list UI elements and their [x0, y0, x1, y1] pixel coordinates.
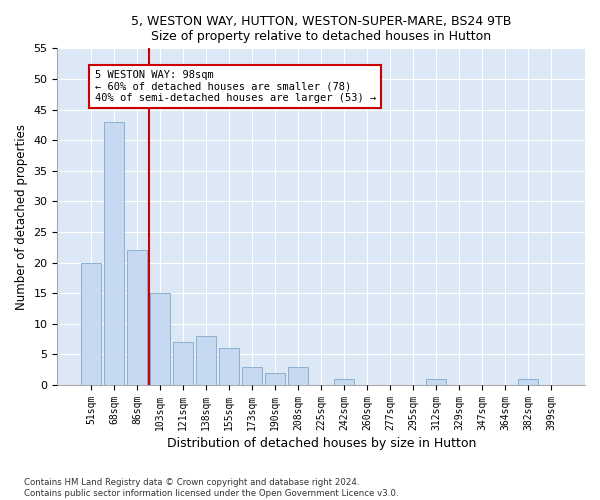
Bar	[82, 262, 101, 385]
Bar	[104, 122, 124, 385]
Text: Contains HM Land Registry data © Crown copyright and database right 2024.
Contai: Contains HM Land Registry data © Crown c…	[24, 478, 398, 498]
Y-axis label: Number of detached properties: Number of detached properties	[15, 124, 28, 310]
Bar	[242, 366, 262, 385]
Bar	[334, 379, 354, 385]
Text: 5 WESTON WAY: 98sqm
← 60% of detached houses are smaller (78)
40% of semi-detach: 5 WESTON WAY: 98sqm ← 60% of detached ho…	[95, 70, 376, 103]
Bar	[173, 342, 193, 385]
X-axis label: Distribution of detached houses by size in Hutton: Distribution of detached houses by size …	[167, 437, 476, 450]
Bar	[127, 250, 147, 385]
Bar	[289, 366, 308, 385]
Bar	[151, 293, 170, 385]
Bar	[265, 373, 285, 385]
Bar	[196, 336, 216, 385]
Bar	[427, 379, 446, 385]
Title: 5, WESTON WAY, HUTTON, WESTON-SUPER-MARE, BS24 9TB
Size of property relative to : 5, WESTON WAY, HUTTON, WESTON-SUPER-MARE…	[131, 15, 511, 43]
Bar	[220, 348, 239, 385]
Bar	[518, 379, 538, 385]
